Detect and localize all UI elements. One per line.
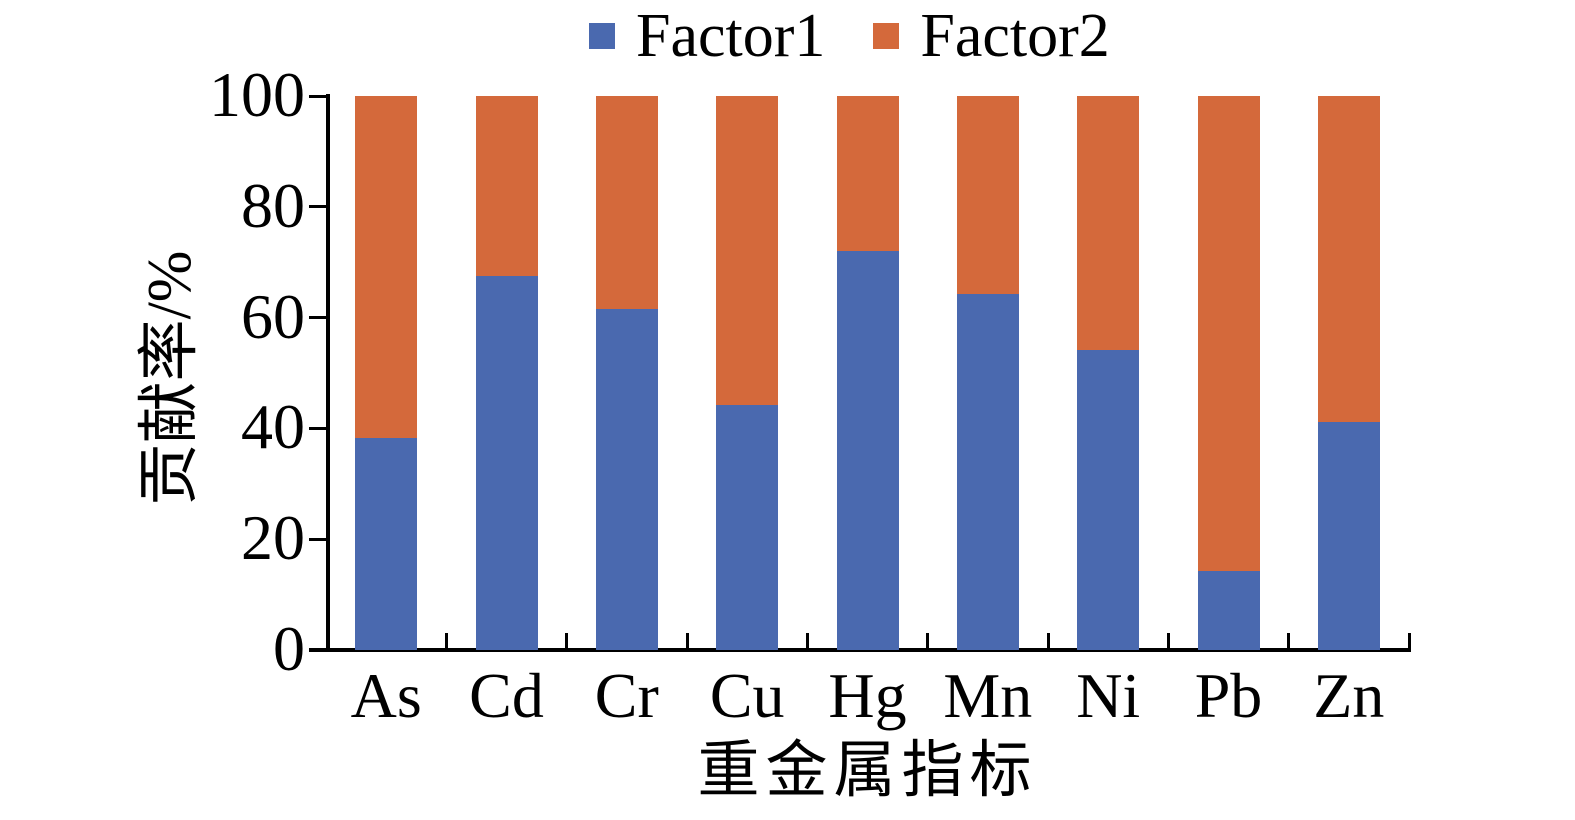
legend-item-factor2: Factor2 — [873, 2, 1110, 70]
y-tick — [309, 94, 326, 98]
bar-segment-factor2-Cd — [475, 96, 538, 277]
x-category-label-As: As — [350, 660, 422, 731]
bar-segment-factor2-Hg — [836, 96, 899, 252]
legend-label-factor2: Factor2 — [920, 2, 1110, 70]
x-tick — [1046, 633, 1050, 648]
x-category-label-Ni: Ni — [1076, 660, 1141, 731]
x-tick — [444, 633, 448, 648]
bar-group-Pb — [1197, 96, 1260, 650]
bar-segment-factor1-Cu — [716, 404, 779, 650]
y-tick — [309, 316, 326, 320]
y-tick — [309, 205, 326, 209]
y-tick-label: 0 — [273, 613, 305, 684]
y-tick-label: 40 — [241, 391, 305, 463]
bar-group-Ni — [1077, 96, 1140, 650]
y-tick — [309, 426, 326, 430]
y-tick-label: 80 — [241, 169, 305, 241]
bar-segment-factor2-Pb — [1197, 96, 1260, 571]
x-tick — [805, 633, 809, 648]
y-axis-line — [326, 94, 330, 652]
y-tick-label: 20 — [241, 502, 305, 574]
bar-segment-factor2-Zn — [1317, 96, 1380, 422]
bar-segment-factor2-Cr — [595, 96, 658, 310]
x-category-label-Hg: Hg — [828, 660, 907, 731]
legend-swatch-icon-factor2 — [873, 23, 900, 49]
x-tick — [926, 633, 930, 648]
x-tick — [565, 633, 569, 648]
bar-segment-factor1-Zn — [1317, 421, 1380, 650]
legend-label-factor1: Factor1 — [636, 2, 826, 70]
bar-segment-factor2-Cu — [716, 96, 779, 405]
bar-segment-factor1-Cd — [475, 276, 538, 650]
x-tick — [1287, 633, 1291, 648]
bar-segment-factor1-Cr — [595, 309, 658, 650]
x-category-label-Mn: Mn — [943, 660, 1033, 731]
bar-group-As — [355, 96, 418, 650]
legend: Factor1 Factor2 — [589, 0, 1110, 72]
bar-segment-factor2-As — [355, 96, 418, 439]
x-axis-title: 重金属指标 — [697, 737, 1038, 805]
bar-segment-factor1-Pb — [1197, 570, 1260, 650]
x-category-label-Zn: Zn — [1313, 660, 1385, 731]
bar-segment-factor2-Mn — [956, 96, 1019, 295]
bar-group-Hg — [836, 96, 899, 650]
x-axis-line — [309, 648, 1411, 652]
x-tick — [1166, 633, 1170, 648]
x-category-label-Cu: Cu — [709, 660, 785, 731]
y-tick-label: 100 — [209, 59, 305, 130]
y-tick — [309, 537, 326, 541]
y-tick-label: 60 — [241, 280, 305, 352]
legend-swatch-icon-factor1 — [589, 23, 615, 49]
bar-segment-factor1-Ni — [1077, 349, 1140, 650]
x-tick — [685, 633, 689, 648]
bar-group-Zn — [1317, 96, 1380, 650]
bar-group-Cu — [716, 96, 779, 650]
x-category-label-Cd: Cd — [469, 660, 544, 731]
bar-segment-factor1-Mn — [956, 294, 1019, 650]
x-category-label-Cr: Cr — [594, 660, 659, 731]
x-tick — [1407, 633, 1411, 648]
legend-item-factor1: Factor1 — [589, 5, 825, 67]
bar-segment-factor2-Ni — [1077, 96, 1140, 350]
bar-group-Cd — [475, 96, 538, 650]
x-category-label-Pb: Pb — [1194, 660, 1263, 731]
bar-segment-factor1-Hg — [836, 251, 899, 650]
bar-group-Mn — [956, 96, 1019, 650]
bar-group-Cr — [595, 96, 658, 650]
bar-segment-factor1-As — [355, 438, 418, 650]
